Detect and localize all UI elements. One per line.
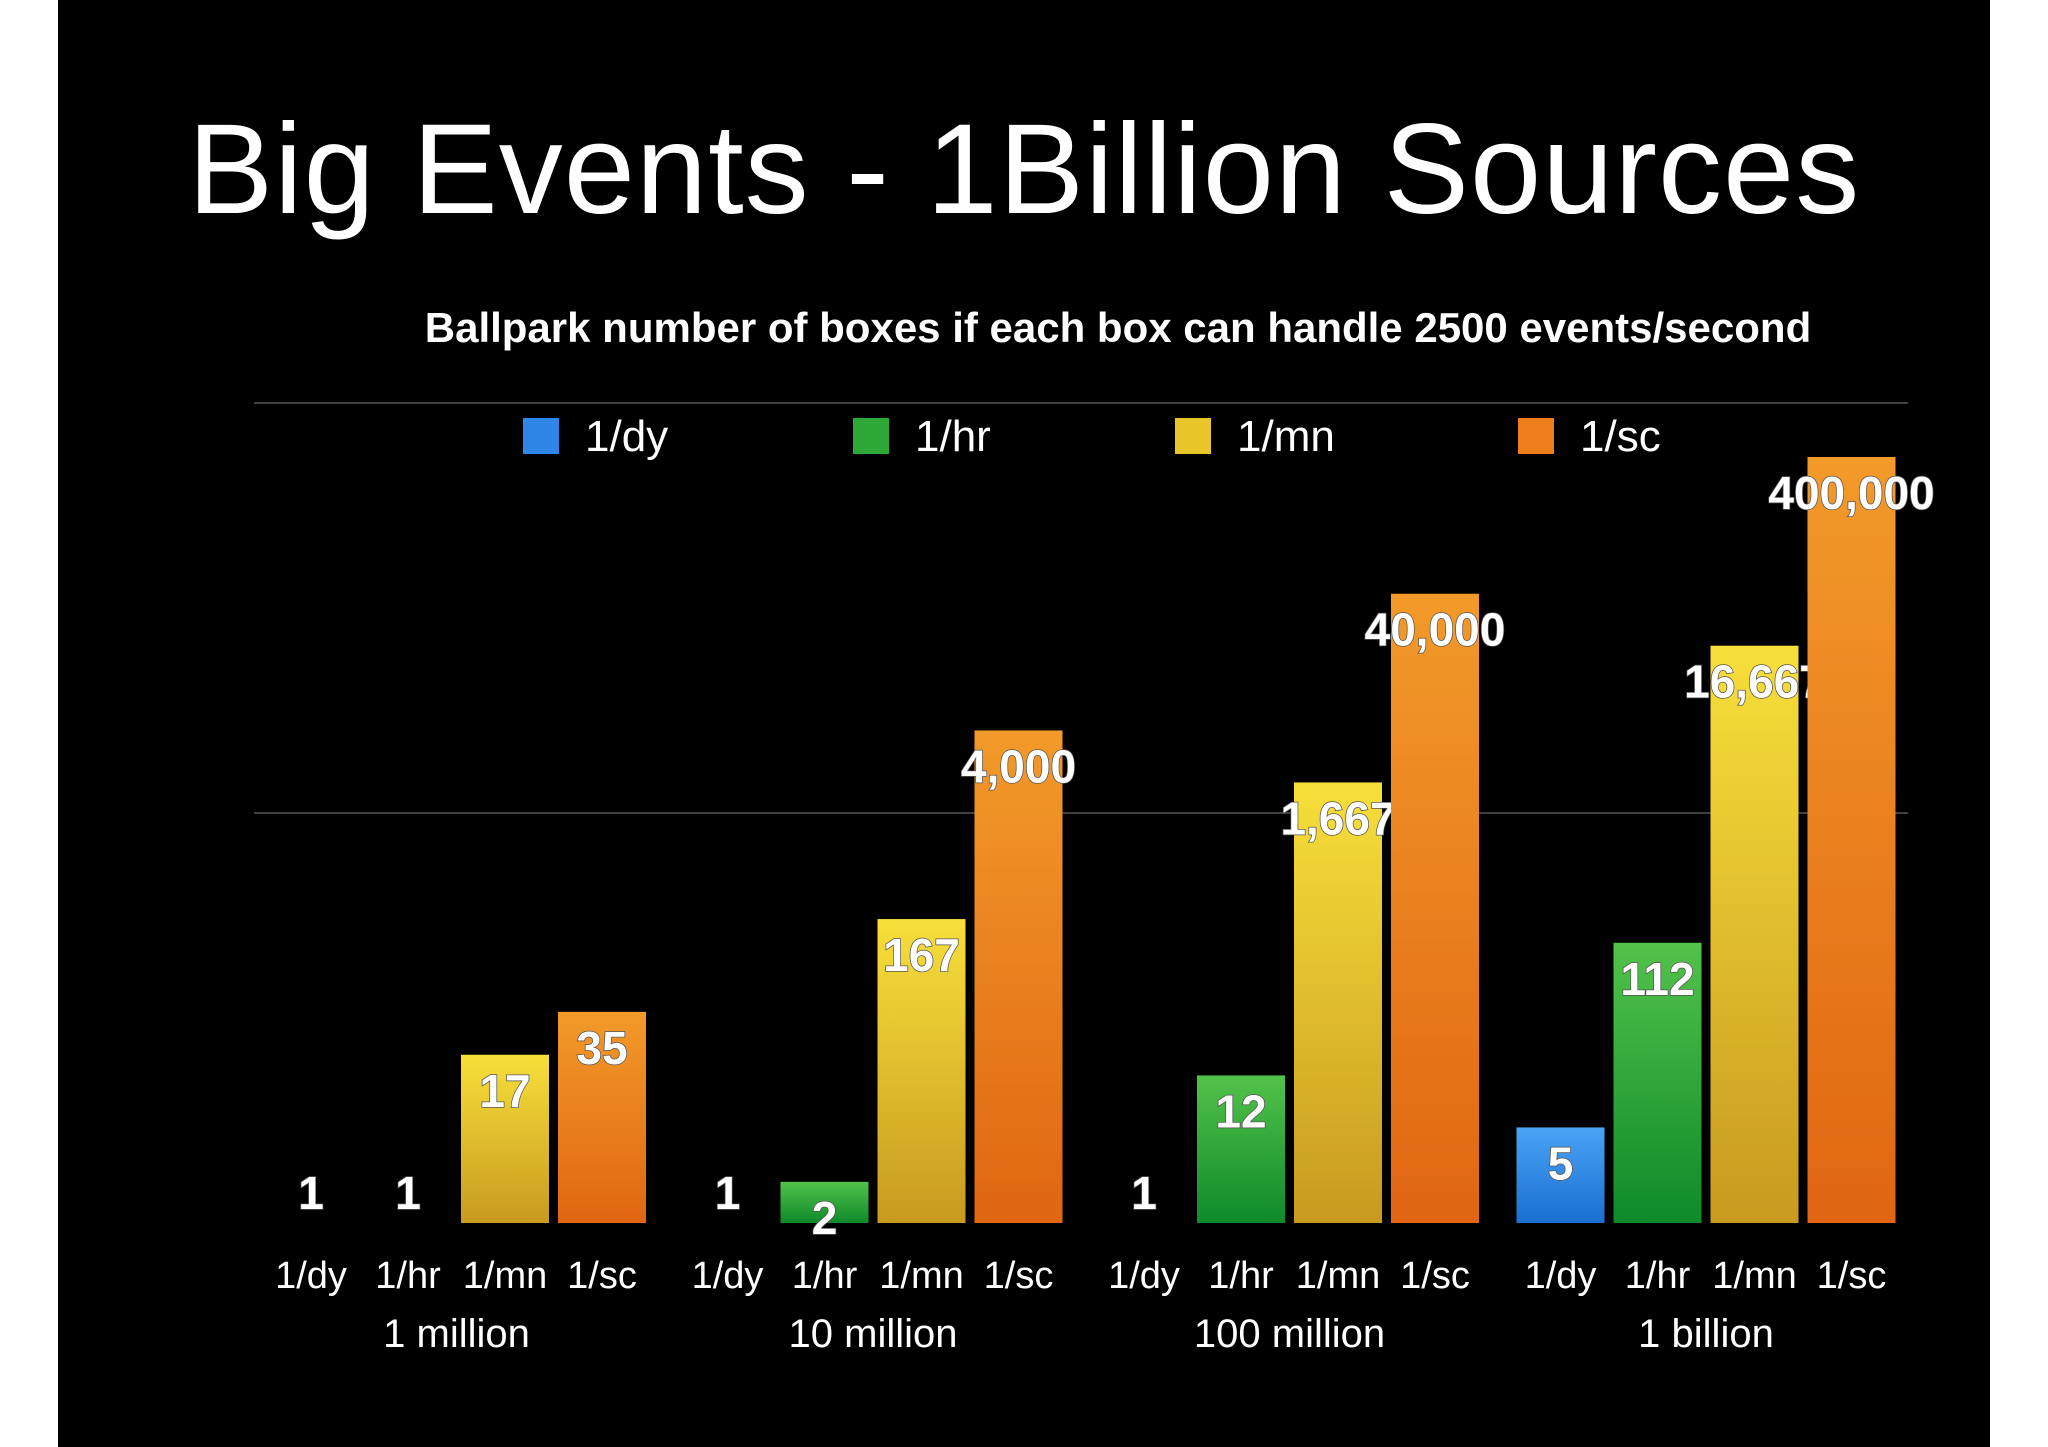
bar-3-2 bbox=[1197, 1075, 1285, 1223]
bar-4-3 bbox=[1710, 645, 1799, 1223]
legend-label-3: 1/mn bbox=[1237, 412, 1335, 461]
slide-title: Big Events - 1Billion Sources bbox=[187, 98, 1861, 241]
value-label-4-4: 400,000 bbox=[1768, 467, 1934, 519]
value-label-4-2: 112 bbox=[1620, 953, 1694, 1005]
legend: 1/dy 1/hr 1/mn 1/sc bbox=[523, 412, 1661, 461]
tick-label-2-4: 1/sc bbox=[984, 1255, 1054, 1297]
value-label-2-1: 1 bbox=[715, 1167, 741, 1219]
value-label-1-1: 1 bbox=[298, 1167, 324, 1219]
bar-4-1 bbox=[1516, 1127, 1605, 1223]
bar-2-2 bbox=[780, 1181, 869, 1223]
value-label-1-4: 35 bbox=[576, 1022, 627, 1074]
slide: Big Events - 1Billion Sources Ballpark n… bbox=[58, 0, 1990, 1447]
tick-label-1-4: 1/sc bbox=[567, 1255, 637, 1297]
value-label-3-1: 1 bbox=[1131, 1167, 1157, 1219]
value-label-2-4: 4,000 bbox=[961, 740, 1076, 792]
value-label-3-4: 40,000 bbox=[1365, 604, 1506, 656]
value-label-2-3: 167 bbox=[883, 929, 960, 981]
chart-subtitle: Ballpark number of boxes if each box can… bbox=[425, 304, 1811, 351]
value-label-3-3: 1,667 bbox=[1280, 792, 1395, 844]
tick-label-3-4: 1/sc bbox=[1400, 1255, 1470, 1297]
bar-3-3 bbox=[1294, 782, 1382, 1223]
legend-label-2: 1/hr bbox=[915, 412, 991, 461]
legend-swatch-4 bbox=[1518, 418, 1554, 454]
group-label-2: 10 million bbox=[789, 1312, 958, 1356]
value-label-1-2: 1 bbox=[395, 1167, 421, 1219]
tick-label-4-1: 1/dy bbox=[1525, 1255, 1597, 1297]
tick-label-4-3: 1/mn bbox=[1712, 1255, 1796, 1297]
tick-label-2-2: 1/hr bbox=[792, 1255, 858, 1297]
legend-swatch-3 bbox=[1175, 418, 1211, 454]
bar-4-4 bbox=[1807, 457, 1896, 1223]
tick-label-1-3: 1/mn bbox=[463, 1255, 547, 1297]
bar-chart: Ballpark number of boxes if each box can… bbox=[254, 304, 1935, 1356]
value-label-3-2: 12 bbox=[1215, 1085, 1266, 1137]
tick-label-4-2: 1/hr bbox=[1625, 1255, 1691, 1297]
group-label-4: 1 billion bbox=[1638, 1312, 1774, 1356]
bar-2-4 bbox=[974, 730, 1063, 1223]
tick-label-1-1: 1/dy bbox=[275, 1255, 347, 1297]
tick-label-1-2: 1/hr bbox=[375, 1255, 441, 1297]
bar-2-3 bbox=[877, 919, 966, 1223]
tick-label-3-1: 1/dy bbox=[1108, 1255, 1180, 1297]
value-label-1-3: 17 bbox=[479, 1065, 530, 1117]
tick-label-2-1: 1/dy bbox=[692, 1255, 764, 1297]
legend-swatch-2 bbox=[853, 418, 889, 454]
tick-label-4-4: 1/sc bbox=[1817, 1255, 1887, 1297]
bar-1-4 bbox=[558, 1011, 646, 1223]
value-label-4-1: 5 bbox=[1548, 1137, 1574, 1189]
tick-label-2-3: 1/mn bbox=[879, 1255, 963, 1297]
bar-1-3 bbox=[461, 1054, 549, 1223]
group-label-1: 1 million bbox=[383, 1312, 530, 1356]
bar-4-2 bbox=[1613, 942, 1702, 1223]
tick-label-3-3: 1/mn bbox=[1296, 1255, 1380, 1297]
value-label-2-2: 2 bbox=[812, 1192, 838, 1244]
value-label-4-3: 16,667 bbox=[1684, 656, 1825, 708]
legend-label-1: 1/dy bbox=[585, 412, 668, 461]
legend-swatch-1 bbox=[523, 418, 559, 454]
bar-3-4 bbox=[1391, 593, 1479, 1223]
legend-label-4: 1/sc bbox=[1580, 412, 1661, 461]
tick-label-3-2: 1/hr bbox=[1208, 1255, 1274, 1297]
group-label-3: 100 million bbox=[1194, 1312, 1385, 1356]
x-axis: 1/dy 1/hr 1/mn 1/sc 1 million 1/dy 1/hr 1/mn 1/s… bbox=[275, 1255, 1886, 1356]
